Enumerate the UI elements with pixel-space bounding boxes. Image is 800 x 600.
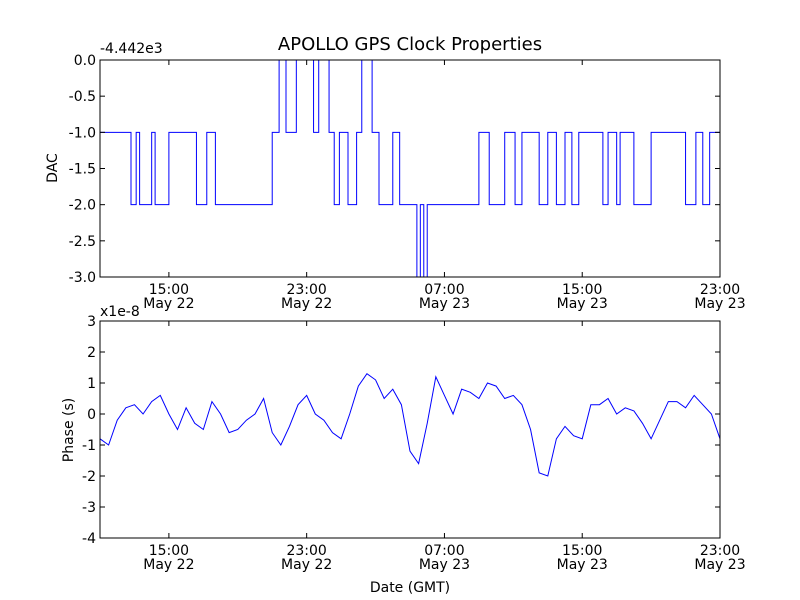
phase-y-tick-label: 3 bbox=[87, 314, 96, 330]
dac-chart: APOLLO GPS Clock Properties -4.442e3 DAC… bbox=[45, 34, 746, 312]
dac-y-tick-label: 0.0 bbox=[74, 53, 96, 69]
phase-x-axis-label: Date (GMT) bbox=[370, 580, 450, 596]
chart-title: APOLLO GPS Clock Properties bbox=[278, 34, 542, 55]
phase-x-tick-time: 23:00 bbox=[700, 543, 740, 559]
phase-x-tick-time: 15:00 bbox=[149, 543, 189, 559]
phase-y-tick-label: 0 bbox=[87, 407, 96, 423]
dac-plot-frame bbox=[99, 59, 721, 278]
phase-y-tick-label: 1 bbox=[87, 376, 96, 392]
dac-y-tick-label: -2.5 bbox=[69, 234, 96, 250]
dac-x-tick-time: 07:00 bbox=[424, 282, 464, 298]
dac-y-tick-label: -1.5 bbox=[69, 162, 96, 178]
phase-offset-label: x1e-8 bbox=[100, 304, 140, 320]
phase-x-tick-time: 23:00 bbox=[286, 543, 326, 559]
dac-x-tick-time: 15:00 bbox=[149, 282, 189, 298]
phase-x-tick-time: 07:00 bbox=[424, 543, 464, 559]
dac-y-tick-label: -1.0 bbox=[69, 125, 96, 141]
phase-x-tick-date: May 23 bbox=[694, 557, 745, 573]
dac-x-tick-date: May 23 bbox=[557, 296, 608, 312]
phase-y-tick-label: 2 bbox=[87, 345, 96, 361]
phase-series-line bbox=[99, 372, 721, 477]
dac-x-tick-date: May 22 bbox=[143, 296, 194, 312]
dac-x-tick-time: 23:00 bbox=[286, 282, 326, 298]
dac-offset-label: -4.442e3 bbox=[100, 41, 163, 57]
dac-y-tick-label: -2.0 bbox=[69, 198, 96, 214]
phase-y-tick-label: -3 bbox=[82, 500, 96, 516]
dac-x-tick-date: May 23 bbox=[694, 296, 745, 312]
phase-x-tick-date: May 23 bbox=[419, 557, 470, 573]
dac-x-tick-time: 23:00 bbox=[700, 282, 740, 298]
phase-y-tick-label: -1 bbox=[82, 438, 96, 454]
phase-x-tick-time: 15:00 bbox=[562, 543, 602, 559]
dac-y-tick-label: -3.0 bbox=[69, 270, 96, 286]
dac-y-axis-label: DAC bbox=[45, 153, 61, 183]
phase-x-tick-date: May 22 bbox=[281, 557, 332, 573]
phase-y-tick-label: -2 bbox=[82, 469, 96, 485]
phase-y-tick-label: -4 bbox=[82, 531, 96, 547]
dac-x-tick-time: 15:00 bbox=[562, 282, 602, 298]
phase-x-tick-date: May 22 bbox=[143, 557, 194, 573]
phase-y-axis-label: Phase (s) bbox=[61, 398, 77, 462]
phase-chart: x1e-8 Phase (s) Date (GMT) 3 2 1 0 -1 -2 -3 -4 1… bbox=[61, 304, 746, 596]
dac-series-line bbox=[100, 59, 720, 278]
dac-x-tick-date: May 23 bbox=[419, 296, 470, 312]
phase-x-tick-date: May 23 bbox=[557, 557, 608, 573]
dac-x-tick-date: May 22 bbox=[281, 296, 332, 312]
dac-y-tick-label: -0.5 bbox=[69, 89, 96, 105]
phase-plot-frame bbox=[99, 320, 721, 539]
